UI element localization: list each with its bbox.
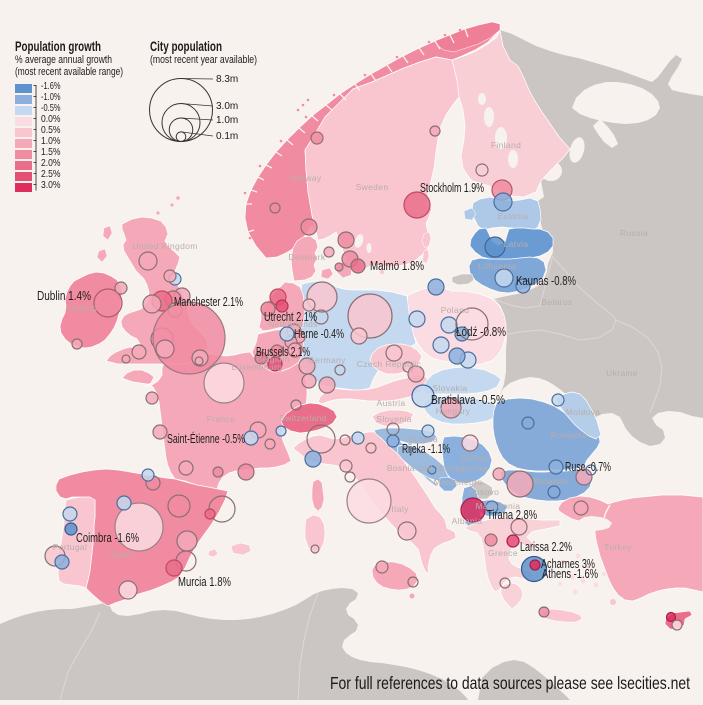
svg-text:Rijeka -1.1%: Rijeka -1.1% bbox=[402, 442, 450, 456]
svg-text:-1.0%: -1.0% bbox=[41, 91, 61, 103]
svg-text:Bulgaria: Bulgaria bbox=[534, 476, 568, 486]
svg-text:Saint-Étienne -0.5%: Saint-Étienne -0.5% bbox=[167, 431, 245, 446]
svg-text:Acharnes 3%: Acharnes 3% bbox=[541, 557, 595, 571]
svg-text:-0.5%: -0.5% bbox=[41, 102, 61, 114]
svg-text:Sweden: Sweden bbox=[356, 182, 389, 192]
svg-text:Athens -1.6%: Athens -1.6% bbox=[542, 567, 598, 581]
svg-text:Utrecht 2.1%: Utrecht 2.1% bbox=[264, 310, 317, 324]
svg-text:Montenegro: Montenegro bbox=[434, 477, 483, 487]
svg-text:Ruse -0.7%: Ruse -0.7% bbox=[565, 460, 611, 474]
svg-text:Netherlands: Netherlands bbox=[268, 319, 318, 329]
svg-text:United Kingdom: United Kingdom bbox=[132, 241, 197, 251]
svg-text:Albania: Albania bbox=[452, 516, 483, 526]
svg-text:Łódź -0.8%: Łódź -0.8% bbox=[456, 325, 506, 339]
svg-text:Dublin 1.4%: Dublin 1.4% bbox=[37, 289, 91, 303]
svg-text:Switzerland: Switzerland bbox=[279, 413, 327, 423]
svg-text:Romania: Romania bbox=[551, 430, 587, 440]
svg-text:(most recent available range): (most recent available range) bbox=[15, 66, 123, 78]
svg-text:Russia: Russia bbox=[620, 228, 648, 238]
svg-text:Norway: Norway bbox=[291, 173, 322, 183]
svg-text:(most recent year available): (most recent year available) bbox=[150, 54, 257, 66]
svg-text:For full references to data so: For full references to data sources plea… bbox=[330, 673, 690, 693]
svg-text:City population: City population bbox=[150, 39, 222, 54]
svg-text:Coimbra -1.6%: Coimbra -1.6% bbox=[76, 531, 139, 545]
svg-text:0.1m: 0.1m bbox=[216, 131, 238, 142]
svg-text:Bosnia and Herzegovina: Bosnia and Herzegovina bbox=[387, 463, 487, 473]
svg-text:Finland: Finland bbox=[491, 140, 521, 150]
svg-text:Spain: Spain bbox=[110, 549, 134, 559]
svg-text:Manchester 2.1%: Manchester 2.1% bbox=[174, 295, 243, 309]
svg-text:Belarus: Belarus bbox=[541, 297, 572, 307]
svg-text:Portugal: Portugal bbox=[53, 542, 87, 552]
svg-text:France: France bbox=[207, 414, 236, 424]
svg-text:Germany: Germany bbox=[308, 355, 346, 365]
svg-text:Denmark: Denmark bbox=[289, 252, 326, 262]
svg-text:Ukraine: Ukraine bbox=[606, 368, 638, 378]
svg-text:Stockholm 1.9%: Stockholm 1.9% bbox=[420, 181, 484, 195]
svg-text:Bratislava -0.5%: Bratislava -0.5% bbox=[431, 393, 505, 407]
svg-text:Slovenia: Slovenia bbox=[376, 414, 411, 424]
svg-text:Italy: Italy bbox=[391, 504, 409, 514]
svg-text:Greece: Greece bbox=[488, 548, 518, 558]
svg-text:1.0%: 1.0% bbox=[41, 135, 61, 147]
svg-text:Serbia: Serbia bbox=[461, 453, 488, 463]
svg-text:Poland: Poland bbox=[441, 305, 470, 315]
svg-text:8.3m: 8.3m bbox=[216, 74, 238, 85]
svg-text:Kosovo: Kosovo bbox=[469, 487, 499, 497]
svg-text:0.0%: 0.0% bbox=[41, 113, 61, 125]
svg-text:Slovakia: Slovakia bbox=[433, 383, 468, 393]
svg-text:Croatia: Croatia bbox=[408, 434, 438, 444]
svg-text:Latvia: Latvia bbox=[504, 239, 529, 249]
svg-text:% average annual growth: % average annual growth bbox=[15, 54, 112, 66]
svg-text:Luxembourg: Luxembourg bbox=[232, 362, 283, 372]
svg-text:Lithuania: Lithuania bbox=[478, 261, 516, 271]
svg-text:-1.6%: -1.6% bbox=[41, 80, 61, 92]
svg-text:Herne -0.4%: Herne -0.4% bbox=[294, 327, 344, 341]
svg-text:Tirana 2.8%: Tirana 2.8% bbox=[487, 508, 537, 522]
svg-text:3.0m: 3.0m bbox=[216, 101, 238, 112]
svg-text:3.0%: 3.0% bbox=[41, 179, 61, 191]
svg-text:Moldova: Moldova bbox=[566, 407, 601, 417]
svg-text:Belgium: Belgium bbox=[256, 354, 289, 364]
svg-text:2.0%: 2.0% bbox=[41, 157, 61, 169]
svg-text:Turkey: Turkey bbox=[604, 542, 632, 552]
svg-text:Brussels 2.1%: Brussels 2.1% bbox=[256, 345, 310, 359]
svg-text:Macedonia: Macedonia bbox=[476, 501, 521, 511]
svg-text:Estonia: Estonia bbox=[498, 211, 529, 221]
svg-text:Ireland: Ireland bbox=[69, 303, 97, 313]
svg-text:Murcia 1.8%: Murcia 1.8% bbox=[178, 575, 231, 589]
svg-text:Austria: Austria bbox=[377, 398, 406, 408]
svg-text:1.0m: 1.0m bbox=[216, 115, 238, 126]
svg-text:Malmö 1.8%: Malmö 1.8% bbox=[370, 259, 424, 273]
svg-text:Czech Republic: Czech Republic bbox=[357, 359, 422, 369]
svg-text:Kaunas -0.8%: Kaunas -0.8% bbox=[516, 274, 576, 288]
svg-text:0.5%: 0.5% bbox=[41, 124, 61, 136]
svg-text:Larissa 2.2%: Larissa 2.2% bbox=[520, 540, 572, 554]
svg-text:Hungary: Hungary bbox=[436, 406, 471, 416]
svg-text:2.5%: 2.5% bbox=[41, 168, 61, 180]
svg-text:1.5%: 1.5% bbox=[41, 146, 61, 158]
svg-text:Population growth: Population growth bbox=[15, 39, 101, 54]
